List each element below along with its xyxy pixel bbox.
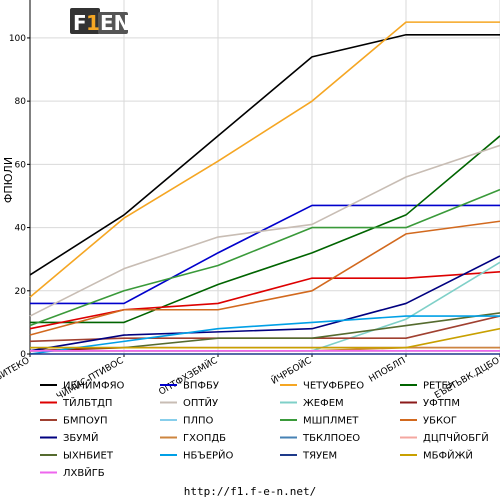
legend-label: ВПФБУ: [183, 381, 219, 392]
y-tick-label: 100: [9, 34, 26, 44]
y-tick-label: 80: [15, 97, 27, 107]
series-line: [29, 220, 500, 336]
y-tick-label: 20: [15, 287, 27, 297]
legend-label: ТБКЛПОЕО: [302, 433, 360, 444]
legend-label: ЖЕФЕМ: [303, 398, 344, 409]
legend-label: ПЛПО: [183, 416, 214, 427]
series-line: [29, 144, 500, 317]
legend-label: ТЯУЕМ: [302, 451, 337, 462]
series-line: [30, 135, 500, 324]
series-line: [30, 204, 500, 305]
series-line: [29, 255, 500, 352]
series-line: [29, 315, 500, 355]
legend-label: ЫХНБИЕТ: [63, 451, 114, 462]
series-line: [29, 271, 500, 330]
y-tick-label: 60: [15, 160, 27, 170]
y-tick-labels: 0 20 40 60 80 100: [9, 34, 26, 360]
series-lines: [29, 21, 500, 355]
logo: F 1 EN: [70, 8, 130, 35]
legend-label: РЕТЕУ: [423, 381, 454, 392]
footer-url[interactable]: http://f1.f-e-n.net/: [184, 485, 316, 498]
legend-label: НБЪЕРЙО: [183, 449, 234, 462]
legend-label: УФТПМ: [423, 398, 460, 409]
legend-label: ЗБУМЙ: [63, 431, 98, 444]
legend-label: МБФЙЖЙ: [423, 449, 473, 462]
y-axis-label: ФПЮЛИ: [2, 157, 15, 203]
logo-text: F: [73, 11, 87, 35]
series-line: [29, 21, 500, 298]
legend-label: ИБНЙМФЯО: [63, 379, 125, 392]
legend-label: ГХОПДБ: [183, 433, 226, 444]
legend-label: ТЙЛБТДП: [62, 396, 112, 409]
series-line: [29, 33, 500, 276]
legend: ИБНЙМФЯО ВПФБУ ЧЕТУФБРЕО РЕТЕУ ТЙЛБТДП ОПТЙУ Ж…: [40, 379, 489, 479]
series-line: [30, 327, 500, 349]
legend-label: БМПОУП: [63, 416, 108, 427]
legend-label: ДЦПЧЙОБГЙ: [423, 431, 489, 444]
legend-label: МШПЛМЕТ: [303, 416, 359, 427]
y-tick-label: 40: [15, 224, 27, 234]
logo-mark: 1: [86, 11, 100, 35]
series-line: [29, 188, 500, 327]
legend-label: ЧЕТУФБРЕО: [303, 381, 364, 392]
legend-label: УБКОГ: [423, 416, 457, 427]
y-tick-label: 0: [20, 350, 26, 360]
legend-label: ОПТЙУ: [183, 396, 218, 409]
legend-label: ЛХВЙГБ: [63, 466, 105, 479]
logo-mark-tail: EN: [100, 11, 130, 35]
